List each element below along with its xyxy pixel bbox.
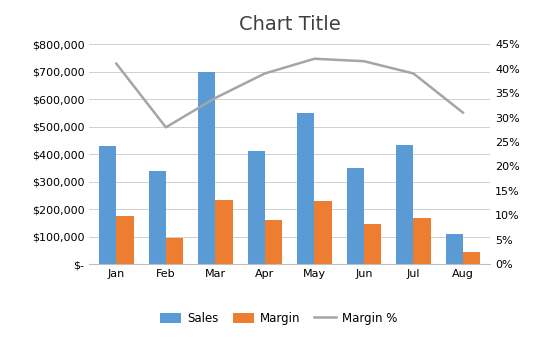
Bar xyxy=(346,168,364,264)
Margin % xyxy=(262,72,268,76)
Line: Margin %: Margin % xyxy=(116,59,463,127)
Bar xyxy=(446,234,463,264)
Bar xyxy=(99,146,116,264)
Bar xyxy=(413,218,431,264)
Bar xyxy=(198,72,216,264)
Margin % xyxy=(410,72,417,76)
Margin % xyxy=(212,96,219,100)
Bar xyxy=(265,220,282,264)
Bar xyxy=(297,113,314,264)
Margin % xyxy=(163,125,169,129)
Bar xyxy=(396,145,413,264)
Bar xyxy=(247,152,265,264)
Legend: Sales, Margin, Margin %: Sales, Margin, Margin % xyxy=(155,307,402,330)
Bar xyxy=(364,224,381,264)
Margin % xyxy=(311,57,317,61)
Margin % xyxy=(113,62,120,66)
Bar xyxy=(149,171,166,264)
Bar xyxy=(216,200,233,264)
Margin % xyxy=(360,59,367,63)
Margin % xyxy=(460,111,466,115)
Title: Chart Title: Chart Title xyxy=(239,15,340,34)
Bar xyxy=(463,252,480,264)
Bar xyxy=(314,201,332,264)
Bar xyxy=(116,216,134,264)
Bar xyxy=(166,238,183,264)
